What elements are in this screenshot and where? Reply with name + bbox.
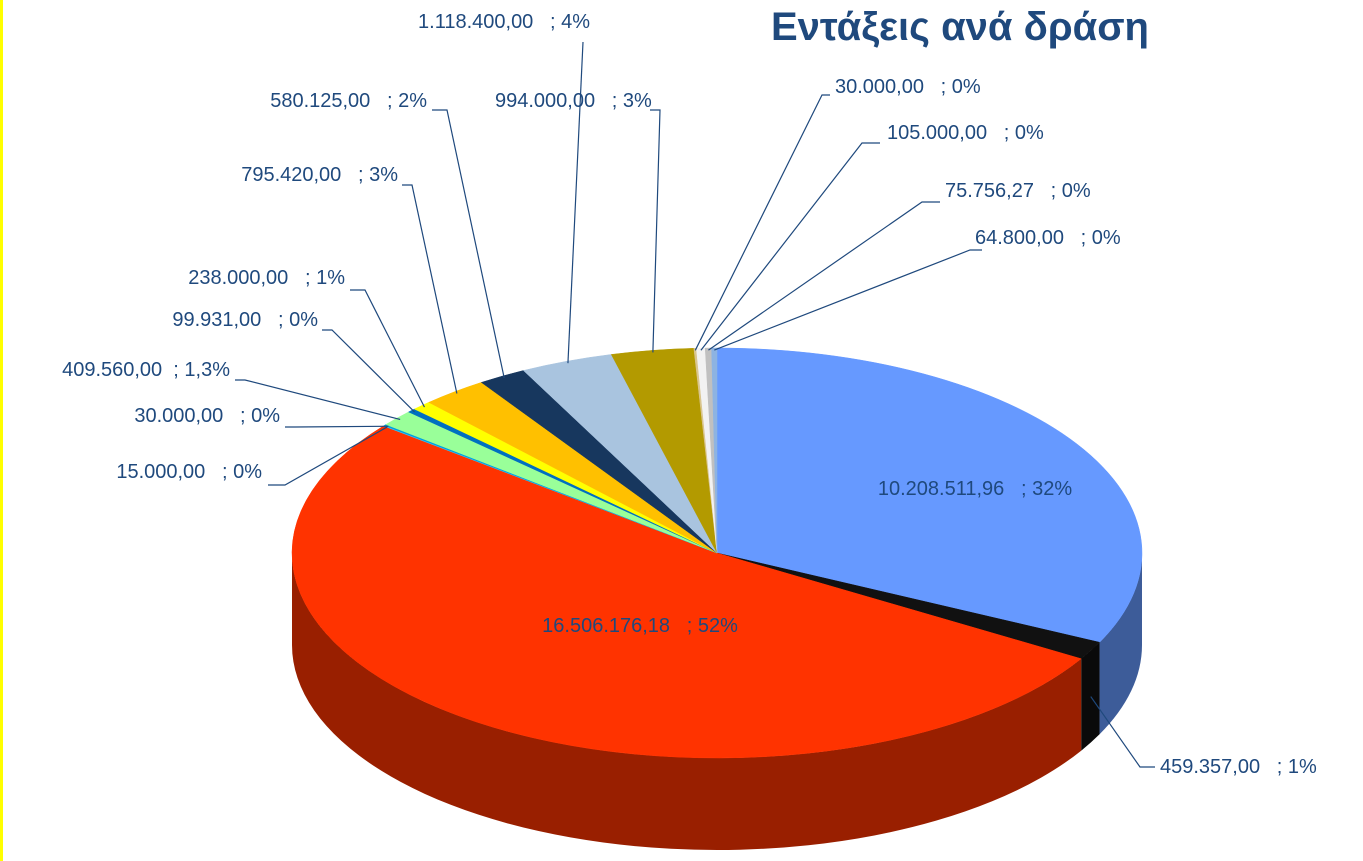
leader-line <box>650 109 661 353</box>
data-label: 99.931,00 ; 0% <box>172 309 318 331</box>
data-label: 795.420,00 ; 3% <box>241 164 398 186</box>
leader-line <box>322 329 415 413</box>
data-label: 30.000,00 ; 0% <box>835 76 981 98</box>
leader-line <box>694 94 830 351</box>
data-label: 16.506.176,18 ; 52% <box>542 615 738 637</box>
leader-line <box>350 289 425 408</box>
data-label: 409.560,00 ; 1,3% <box>62 359 230 381</box>
leader-line <box>285 425 389 428</box>
data-label: 75.756,27 ; 0% <box>945 180 1091 202</box>
leader-line <box>708 201 940 351</box>
slice <box>716 347 1143 643</box>
data-label: 238.000,00 ; 1% <box>188 267 345 289</box>
data-label: 1.118.400,00 ; 4% <box>418 11 590 33</box>
leader-line <box>402 184 458 394</box>
data-label: 459.357,00 ; 1% <box>1160 756 1317 778</box>
slice-side <box>1099 553 1142 735</box>
leader-line <box>432 109 505 379</box>
leader-line <box>235 379 401 421</box>
leader-line <box>700 142 880 351</box>
data-label: 10.208.511,96 ; 32% <box>878 478 1072 500</box>
data-label: 105.000,00 ; 0% <box>887 122 1044 144</box>
chart-title: Εντάξεις ανά δράση <box>771 5 1149 49</box>
leader-line <box>1090 696 1155 768</box>
data-label: 580.125,00 ; 2% <box>270 90 427 112</box>
leader-line <box>714 249 982 351</box>
slice-side <box>292 553 1082 850</box>
slice <box>291 425 1082 759</box>
leader-line <box>567 41 584 364</box>
data-label: 30.000,00 ; 0% <box>134 405 280 427</box>
data-label: 15.000,00 ; 0% <box>116 461 262 483</box>
data-label: 994.000,00 ; 3% <box>495 90 652 112</box>
slice-side <box>1081 642 1100 751</box>
left-border <box>0 0 3 861</box>
data-label: 64.800,00 ; 0% <box>975 227 1121 249</box>
leader-line <box>268 426 388 486</box>
